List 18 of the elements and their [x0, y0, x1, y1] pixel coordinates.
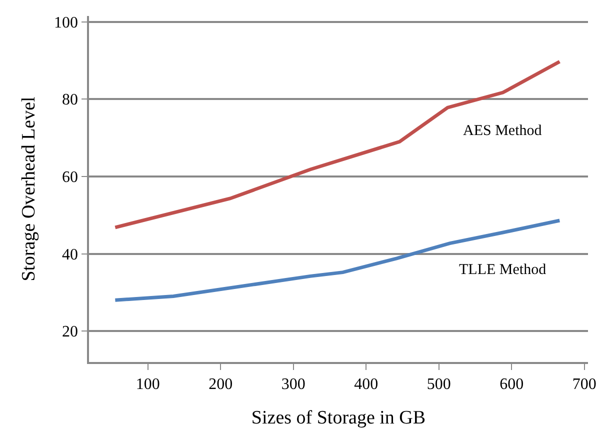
y-tick-label: 80 — [62, 92, 78, 109]
series-label: AES Method — [463, 123, 542, 139]
y-tick-label: 60 — [62, 169, 78, 186]
y-axis-title: Storage Overhead Level — [18, 96, 40, 282]
line-series — [113, 218, 562, 302]
x-tick-label: 600 — [500, 376, 524, 393]
x-tick-label: 500 — [426, 376, 451, 393]
x-tick-label: 100 — [136, 376, 160, 393]
x-tick-label: 700 — [572, 376, 596, 393]
x-tick-label: 400 — [354, 376, 378, 393]
y-tick-label: 40 — [62, 246, 78, 264]
series-label: TLLE Method — [459, 262, 547, 278]
x-axis-title: Sizes of Storage in GB — [251, 407, 426, 428]
x-tick-label: 200 — [208, 376, 233, 393]
x-tick-label: 300 — [281, 376, 306, 393]
line-series — [113, 60, 562, 230]
y-tick-label: 100 — [54, 14, 78, 32]
y-tick-label: 20 — [62, 324, 78, 341]
